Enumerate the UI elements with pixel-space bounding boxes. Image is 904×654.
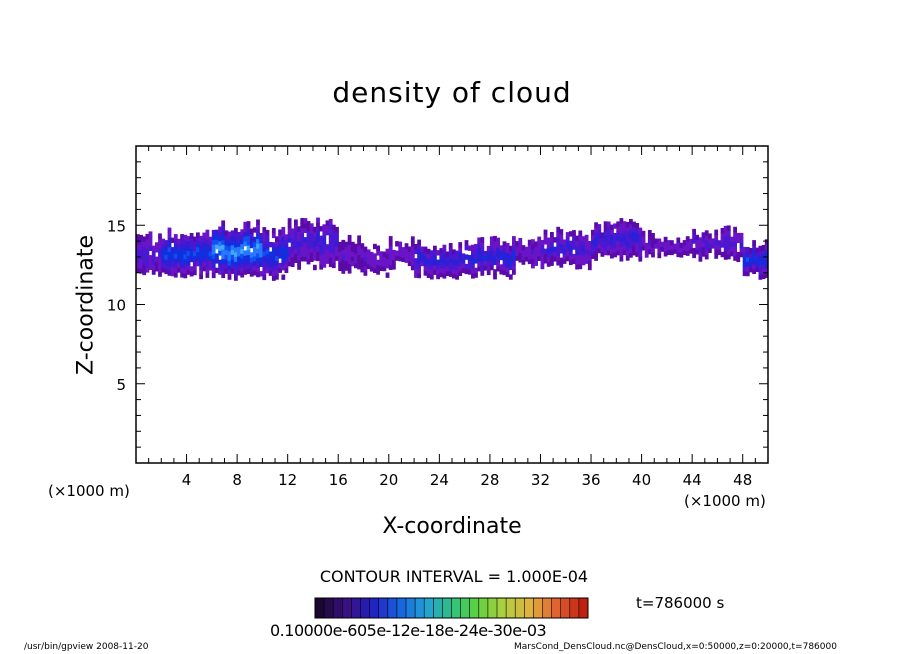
colorbar-bin: [560, 598, 571, 618]
x-tick-label: 24: [430, 471, 449, 489]
x-tick-label: 12: [278, 471, 297, 489]
colorbar-bin: [533, 598, 543, 618]
x-tick-label: 28: [480, 471, 499, 489]
colorbar-bin: [333, 598, 343, 618]
colorbar-bin: [542, 598, 552, 618]
cloud-layer-segment: [262, 227, 289, 281]
cloud-layer-segment: [161, 227, 213, 280]
y-tick-label: 10: [107, 297, 126, 315]
x-axis-unit-right: (×1000 m): [684, 492, 766, 510]
colorbar-bin: [442, 598, 452, 618]
colorbar-bin: [324, 598, 334, 618]
colorbar-bin: [578, 598, 589, 618]
colorbar-bin: [369, 598, 379, 618]
time-label: t=786000 s: [636, 594, 725, 612]
contour-interval-label: CONTOUR INTERVAL = 1.000E-04: [319, 567, 589, 586]
x-tick-label: 20: [379, 471, 398, 489]
cloud-layer-segment: [515, 236, 542, 269]
cloud-layer-segment: [692, 225, 744, 263]
x-tick-label: 40: [632, 471, 651, 489]
colorbar-bin: [469, 598, 480, 618]
colorbar-bin: [497, 598, 507, 618]
colorbar-bin: [515, 598, 525, 618]
colorbar-bin: [415, 598, 425, 618]
x-axis-unit-left: (×1000 m): [48, 482, 130, 500]
cloud-layer-segment: [464, 235, 516, 280]
cloud-layer-segment: [641, 230, 693, 259]
cloud-layer-segment: [414, 239, 466, 280]
colorbar-bin: [360, 598, 370, 618]
colorbar-bin: [351, 598, 361, 618]
cloud-layer-segment: [742, 239, 768, 280]
colorbar-bin: [569, 598, 580, 618]
footer-source: MarsCond_DensCloud.nc@DensCloud,x=0:5000…: [514, 642, 837, 652]
cloud-layer-segment: [388, 236, 415, 271]
colorbar-tick-labels: 0.10000e-605e-12e-18e-24e-30e-03: [270, 621, 547, 640]
x-tick-label: 36: [581, 471, 600, 489]
x-tick-label: 8: [232, 471, 242, 489]
x-tick-label: 16: [329, 471, 348, 489]
x-tick-label: 4: [182, 471, 192, 489]
colorbar-bin: [342, 598, 352, 618]
colorbar-bin: [460, 598, 470, 618]
chart-title: density of cloud: [332, 76, 572, 109]
cloud-layer-segment: [591, 218, 643, 262]
cloud-layer-segment: [363, 243, 390, 278]
colorbar-bin: [451, 598, 461, 618]
plot-frame: [135, 145, 769, 464]
y-axis-label: Z-coordinate: [73, 235, 99, 375]
y-tick-label: 15: [107, 217, 126, 235]
colorbar-bin: [551, 598, 561, 618]
colorbar-bin: [378, 598, 389, 618]
colorbar-bin: [487, 598, 498, 618]
colorbar-frame: [314, 597, 589, 619]
colorbar-bin: [524, 598, 534, 618]
colorbar-bin: [478, 598, 489, 618]
y-tick-label: 5: [116, 376, 126, 394]
x-axis-label: X-coordinate: [382, 514, 522, 539]
cloud-layer-segment: [136, 231, 162, 277]
cloud-layer-segment: [287, 217, 339, 271]
cloud-layer-segment: [211, 219, 263, 281]
footer-command: /usr/bin/gpview 2008-11-20: [24, 642, 149, 652]
colorbar-bin: [506, 598, 516, 618]
x-tick-label: 32: [531, 471, 550, 489]
cloud-layer-segment: [540, 226, 592, 271]
cloud-density-field: [136, 217, 768, 281]
colorbar-bin: [396, 598, 407, 618]
x-tick-label: 48: [733, 471, 752, 489]
colorbar: [314, 597, 589, 619]
x-tick-label: 44: [683, 471, 702, 489]
colorbar-bin: [387, 598, 398, 618]
colorbar-bin: [424, 598, 434, 618]
cloud-layer-segment: [338, 234, 365, 274]
axis-ticks: [136, 146, 768, 463]
colorbar-bin: [406, 598, 416, 618]
colorbar-bin: [433, 598, 443, 618]
colorbar-bin: [315, 598, 325, 618]
